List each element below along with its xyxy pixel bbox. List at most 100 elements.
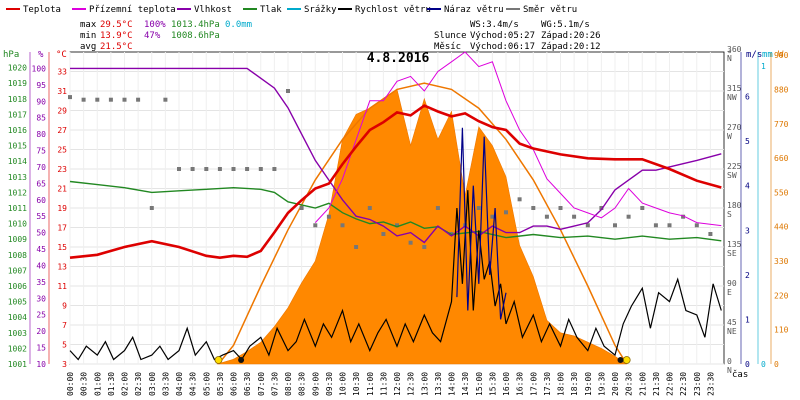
temperature-tick-label: 7 [62,321,67,330]
time-tick-label: 15:00 [475,372,484,396]
direction-name-label: N [727,54,732,63]
pressure-tick-label: 1008 [8,251,27,260]
pressure-tick-label: 1005 [8,298,27,307]
radiation-tick-label: 550 [774,188,789,197]
direction-name-label: SW [727,171,737,180]
direction-tick-label: 315 [727,84,742,93]
wind-direction-point [544,214,549,219]
time-tick-label: 20:30 [625,372,634,396]
axes-layer: 1001100210031004100510061007100810091010… [8,45,789,396]
time-tick-label: 02:30 [134,372,143,396]
wind-direction-point [136,97,141,102]
wind-direction-point [177,167,181,171]
legend-label-tlak: Tlak [260,5,282,15]
wind-direction-point [640,206,645,210]
humidity-tick-label: 40 [36,262,46,271]
wind-tick-label: 3 [745,226,750,235]
temperature-tick-label: 29 [57,107,67,116]
pressure-tick-label: 1016 [8,126,27,135]
direction-name-label: NW [727,93,737,102]
time-tick-label: 00:00 [66,372,75,396]
wind-direction-point [517,197,522,202]
pressure-tick-label: 1017 [8,110,27,119]
pressure-tick-label: 1018 [8,95,27,104]
direction-name-label: N [727,366,732,375]
radiation-tick-label: 440 [774,223,789,232]
humidity-tick-label: 75 [36,147,46,156]
wind-direction-point [217,167,222,171]
wind-direction-point [190,167,195,171]
time-tick-label: 07:00 [257,372,266,396]
wind-direction-point [667,223,672,228]
series-naraz-vetru [456,127,507,320]
pressure-tick-label: 1001 [8,360,27,369]
time-tick-label: 16:00 [502,372,511,396]
summary-stats: max 29.5°C 100% 1013.4hPa 0.0mm min 13.9… [80,20,601,52]
direction-tick-label: 270 [727,123,742,132]
wind-direction-point [163,97,168,102]
humidity-tick-label: 60 [36,196,46,205]
radiation-tick-label: 0 [774,360,779,369]
humidity-tick-label: 80 [36,130,46,139]
wind-direction-point [504,210,508,215]
legend-label-teplota: Teplota [23,5,61,15]
pressure-tick-label: 1010 [8,220,27,229]
unit-wm2: W [778,50,784,60]
pressure-tick-label: 1015 [8,142,27,151]
humidity-tick-label: 20 [36,327,46,336]
unit-deg: ° [727,50,732,60]
legend-label-smer-vetru: Směr větru [523,5,577,15]
wind-direction-point [395,223,399,228]
pressure-tick-label: 1009 [8,235,27,244]
wind-direction-point [340,223,345,228]
time-tick-label: 18:30 [570,372,579,396]
wind-direction-point [681,214,686,219]
pressure-tick-label: 1007 [8,266,27,275]
wind-direction-point [381,232,386,236]
wind-direction-point [653,223,658,228]
wind-direction-point [286,89,290,93]
temperature-tick-label: 19 [57,204,67,213]
direction-name-label: W [727,132,732,141]
humidity-tick-label: 100 [32,64,47,73]
min-humidity: 47% [144,31,161,41]
pressure-tick-label: 1019 [8,79,27,88]
wind-direction-point [149,206,154,210]
time-tick-label: 19:00 [584,372,593,396]
time-tick-label: 21:00 [638,372,647,396]
series-rychlost-vetru [69,190,722,361]
time-tick-label: 17:30 [543,372,552,396]
temperature-tick-label: 15 [57,243,67,252]
moon-label: Měsíc [434,42,461,52]
legend-label-srazky: Srážky [304,5,337,15]
time-tick-label: 03:00 [148,372,157,396]
temperature-tick-label: 13 [57,263,67,272]
time-tick-label: 20:00 [611,372,620,396]
unit-time: čas [732,369,748,380]
time-tick-label: 01:30 [107,372,116,396]
temperature-tick-label: 3 [62,360,67,369]
time-tick-label: 23:30 [706,372,715,396]
pressure-tick-label: 1013 [8,173,27,182]
humidity-tick-label: 55 [36,212,46,221]
sun-set: Západ:20:26 [541,31,601,41]
max-temp: 29.5°C [100,20,133,30]
time-tick-label: 09:30 [325,372,334,396]
avg-temp: 21.5°C [100,42,133,52]
temperature-tick-label: 17 [57,224,67,233]
min-pressure: 1008.6hPa [171,31,220,41]
time-tick-label: 23:00 [693,372,702,396]
wind-tick-label: 5 [745,137,750,146]
unit-hpa: hPa [3,50,19,60]
wind-direction-point [313,223,318,228]
wind-direction-point [245,167,250,171]
wind-direction-point [68,95,72,100]
direction-tick-label: 225 [727,162,742,171]
wind-tick-label: 2 [745,271,750,280]
wind-direction-point [81,97,86,102]
temperature-tick-label: 9 [62,302,67,311]
temperature-tick-label: 21 [57,185,67,194]
pressure-tick-label: 1020 [8,64,27,73]
humidity-tick-label: 50 [36,229,46,238]
rain-total: 0.0mm [225,20,252,30]
